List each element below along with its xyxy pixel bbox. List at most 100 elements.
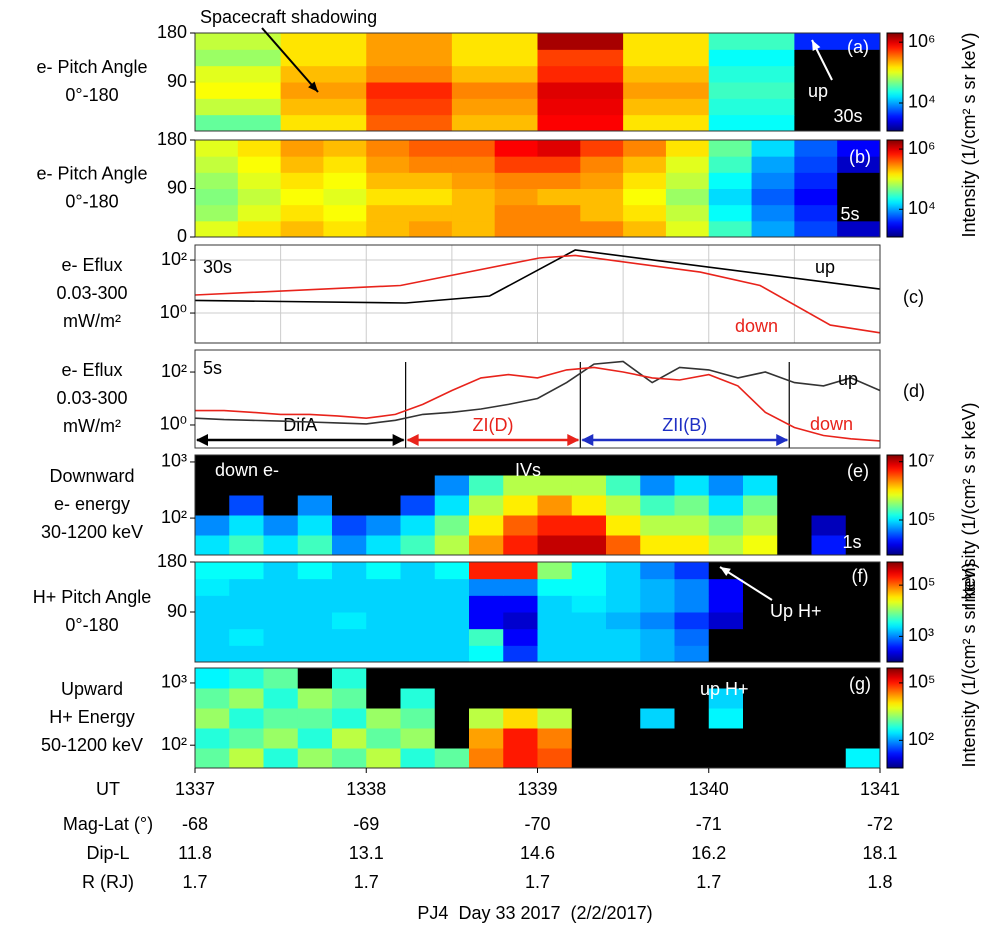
heatmap-cell [469,668,504,689]
heatmap-cell [280,204,324,222]
heatmap-cell [297,455,333,476]
heatmap-cell [195,495,230,516]
heatmap-cell [451,114,538,132]
heatmap-cell [503,645,538,663]
heatmap-cell [794,65,881,83]
heatmap-cell [537,628,573,646]
heatmap-cell [434,645,470,663]
heatmap-cell [743,688,778,709]
heatmap-cell [665,188,710,206]
heatmap-cell [280,65,367,83]
heatmap-cell [708,82,795,99]
data-line [194,360,881,425]
heatmap-cell [751,204,795,222]
heatmap-cell [811,578,847,596]
heatmap-cell [640,455,675,476]
heatmap-cell [571,612,607,630]
heatmap-cell [195,65,282,83]
heatmap-cell [837,172,881,189]
heatmap-cell [366,515,401,536]
annotation: (c) [903,287,924,307]
heatmap-cell [537,668,573,689]
heatmap-cell [469,595,504,613]
heatmap-cell [229,595,264,613]
heatmap-cell [537,220,581,238]
heatmap-cell [674,495,710,516]
annotation: Up H+ [770,601,822,621]
heatmap-cell [434,748,470,769]
heatmap-cell [743,562,778,580]
heatmap-cell [571,562,607,580]
heatmap-cell [537,595,573,613]
annotation: (b) [849,147,871,167]
heatmap-cell [674,612,710,630]
plot-frame [194,244,881,344]
heatmap-cell [571,728,607,749]
heatmap-cell [366,220,410,238]
heatmap-cell [366,495,401,516]
heatmap-cell [708,33,795,50]
heatmap-cell [400,495,436,516]
heatmap-cell [332,595,367,613]
ephemeris-value: -71 [696,814,722,834]
heatmap-cell [229,475,264,496]
heatmap-cell [229,535,264,556]
heatmap-cell [297,515,333,536]
heatmap-cell [195,33,282,50]
heatmap-cell [674,535,710,556]
heatmap-cell [640,578,675,596]
heatmap-cell [469,708,504,729]
heatmap-cell [280,220,324,238]
heatmap-cell [297,748,333,769]
heatmap-cell [743,515,778,536]
annotation: 30s [203,257,232,277]
heatmap-cell [777,535,812,556]
heatmap-cell [623,172,667,189]
heatmap-cell [332,475,367,496]
heatmap-cell [434,628,470,646]
heatmap-cell [263,645,299,663]
heatmap-cell [606,515,641,536]
heatmap-cell [708,156,753,173]
heatmap-cell [366,578,401,596]
heatmap-cell [297,475,333,496]
heatmap-cell [332,708,367,729]
y-axis-label: 0°-180 [65,615,118,635]
heatmap-cell [451,140,496,157]
heatmap-cell [297,495,333,516]
heatmap-cell [777,515,812,536]
heatmap-cell [366,188,410,206]
annotation: down e- [215,460,279,480]
y-tick-label: 180 [157,551,187,571]
heatmap-cell [743,612,778,630]
heatmap-cell [743,475,778,496]
heatmap-cell [580,140,624,157]
ephemeris-value: 1.7 [354,872,379,892]
heatmap-cell [297,612,333,630]
heatmap-cell [640,612,675,630]
heatmap-cell [537,562,573,580]
heatmap-cell [451,156,496,173]
heatmap-cell [811,562,847,580]
heatmap-cell [845,455,881,476]
heatmap-cell [366,595,401,613]
heatmap-cell [366,628,401,646]
heatmap-cell [777,708,812,729]
heatmap-cell [708,172,753,189]
heatmap-cell [503,612,538,630]
heatmap-cell [195,708,230,729]
heatmap-cell [263,628,299,646]
y-axis-label: 0.03-300 [56,388,127,408]
heatmap-cell [571,578,607,596]
heatmap-cell [195,114,282,132]
heatmap-cell [195,204,239,222]
heatmap-cell [195,612,230,630]
ephemeris-value: 14.6 [520,843,555,863]
heatmap-cell [537,156,581,173]
y-axis-label: 0°-180 [65,191,118,211]
heatmap-cell [751,220,795,238]
heatmap-cell [743,728,778,749]
heatmap-cell [400,708,436,729]
heatmap-cell [811,515,847,536]
heatmap-cell [280,98,367,116]
